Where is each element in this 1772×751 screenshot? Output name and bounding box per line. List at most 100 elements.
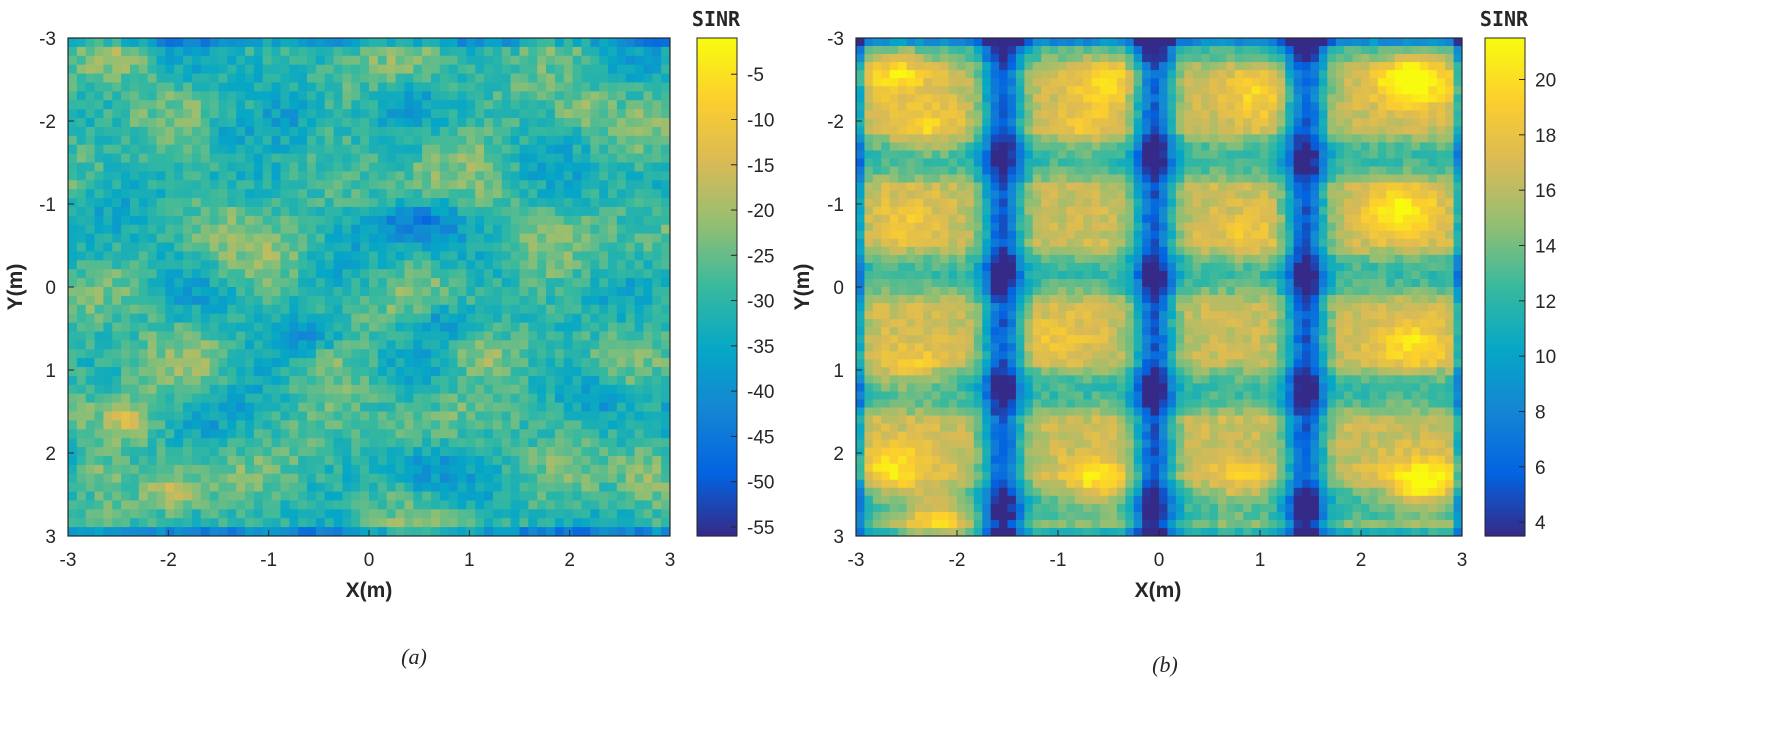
heatmap-cell [183, 474, 192, 483]
heatmap-cell [617, 438, 626, 447]
heatmap-cell [227, 394, 236, 403]
heatmap-cell [236, 243, 245, 252]
heatmap-cell [573, 251, 582, 260]
heatmap-cell [1311, 94, 1320, 103]
heatmap-cell [378, 234, 387, 243]
heatmap-cell [652, 340, 661, 349]
heatmap-cell [103, 207, 112, 216]
heatmap-cell [528, 394, 537, 403]
heatmap-cell [626, 340, 635, 349]
heatmap-cell [537, 474, 546, 483]
heatmap-cell [652, 251, 661, 260]
heatmap-cell [245, 207, 254, 216]
heatmap-cell [520, 225, 529, 234]
heatmap-cell [201, 500, 210, 509]
heatmap-cell [537, 207, 546, 216]
heatmap-cell [502, 136, 511, 145]
heatmap-cell [77, 367, 86, 376]
heatmap-cell [431, 394, 440, 403]
colorbar-swatch [697, 349, 737, 354]
heatmap-cell [378, 136, 387, 145]
heatmap-cell [165, 314, 174, 323]
heatmap-cell [307, 65, 316, 74]
heatmap-cell [528, 349, 537, 358]
heatmap-cell [183, 91, 192, 100]
heatmap-cell [1361, 94, 1370, 103]
heatmap-cell [1353, 94, 1362, 103]
heatmap-cell [1184, 54, 1193, 63]
heatmap-cell [139, 47, 148, 56]
heatmap-cell [86, 260, 95, 269]
heatmap-cell [564, 180, 573, 189]
heatmap-cell [192, 527, 201, 536]
heatmap-cell [573, 82, 582, 91]
heatmap-cell [316, 243, 325, 252]
heatmap-cell [387, 376, 396, 385]
heatmap-cell [112, 65, 121, 74]
heatmap-cell [537, 394, 546, 403]
heatmap-cell [236, 65, 245, 74]
heatmap-cell [520, 189, 529, 198]
heatmap-cell [201, 287, 210, 296]
heatmap-cell [458, 82, 467, 91]
heatmap-cell [458, 438, 467, 447]
heatmap-cell [502, 225, 511, 234]
heatmap-cell [661, 447, 670, 456]
heatmap-cell [334, 474, 343, 483]
heatmap-cell [342, 243, 351, 252]
heatmap-cell [378, 456, 387, 465]
heatmap-cell [86, 198, 95, 207]
heatmap-cell [475, 394, 484, 403]
heatmap-cell [1285, 110, 1294, 119]
heatmap-cell [86, 518, 95, 527]
heatmap-cell [68, 251, 77, 260]
colorbar-swatch [697, 424, 737, 429]
heatmap-cell [626, 180, 635, 189]
heatmap-cell [581, 118, 590, 127]
heatmap-cell [652, 136, 661, 145]
heatmap-cell [103, 180, 112, 189]
heatmap-cell [280, 56, 289, 65]
heatmap-cell [502, 56, 511, 65]
heatmap-cell [404, 278, 413, 287]
heatmap-cell [1218, 94, 1227, 103]
heatmap-cell [555, 305, 564, 314]
heatmap-cell [165, 483, 174, 492]
heatmap-cell [881, 126, 890, 135]
heatmap-cell [661, 296, 670, 305]
heatmap-cell [484, 394, 493, 403]
heatmap-cell [351, 216, 360, 225]
heatmap-cell [298, 269, 307, 278]
heatmap-cell [139, 109, 148, 118]
heatmap-cell [652, 154, 661, 163]
heatmap-cell [873, 134, 882, 143]
heatmap-cell [263, 314, 272, 323]
heatmap-cell [431, 47, 440, 56]
heatmap-cell [396, 367, 405, 376]
heatmap-cell [342, 296, 351, 305]
heatmap-cell [351, 456, 360, 465]
heatmap-cell [1092, 94, 1101, 103]
heatmap-cell [873, 126, 882, 135]
heatmap-cell [68, 492, 77, 501]
heatmap-cell [68, 243, 77, 252]
heatmap-cell [1260, 134, 1269, 143]
heatmap-cell [86, 492, 95, 501]
heatmap-cell [360, 358, 369, 367]
heatmap-cell [298, 180, 307, 189]
heatmap-cell [157, 385, 166, 394]
heatmap-cell [103, 109, 112, 118]
colorbar-swatch [697, 399, 737, 404]
heatmap-cell [856, 62, 865, 71]
heatmap-cell [245, 100, 254, 109]
heatmap-cell [280, 65, 289, 74]
heatmap-cell [475, 465, 484, 474]
heatmap-cell [940, 38, 949, 47]
heatmap-cell [413, 189, 422, 198]
heatmap-cell [95, 171, 104, 180]
heatmap-cell [890, 70, 899, 79]
heatmap-cell [440, 171, 449, 180]
heatmap-cell [1311, 62, 1320, 71]
heatmap-cell [1167, 86, 1176, 95]
heatmap-cell [528, 305, 537, 314]
